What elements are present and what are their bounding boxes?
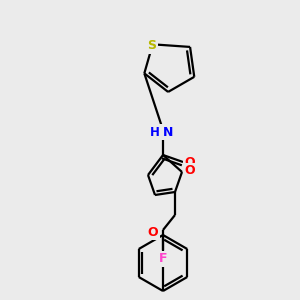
- Text: F: F: [159, 253, 167, 266]
- Text: N: N: [163, 125, 173, 139]
- Text: O: O: [185, 155, 195, 169]
- Text: H: H: [150, 125, 160, 139]
- Text: S: S: [147, 39, 156, 52]
- Text: O: O: [148, 226, 158, 238]
- Text: O: O: [185, 164, 195, 178]
